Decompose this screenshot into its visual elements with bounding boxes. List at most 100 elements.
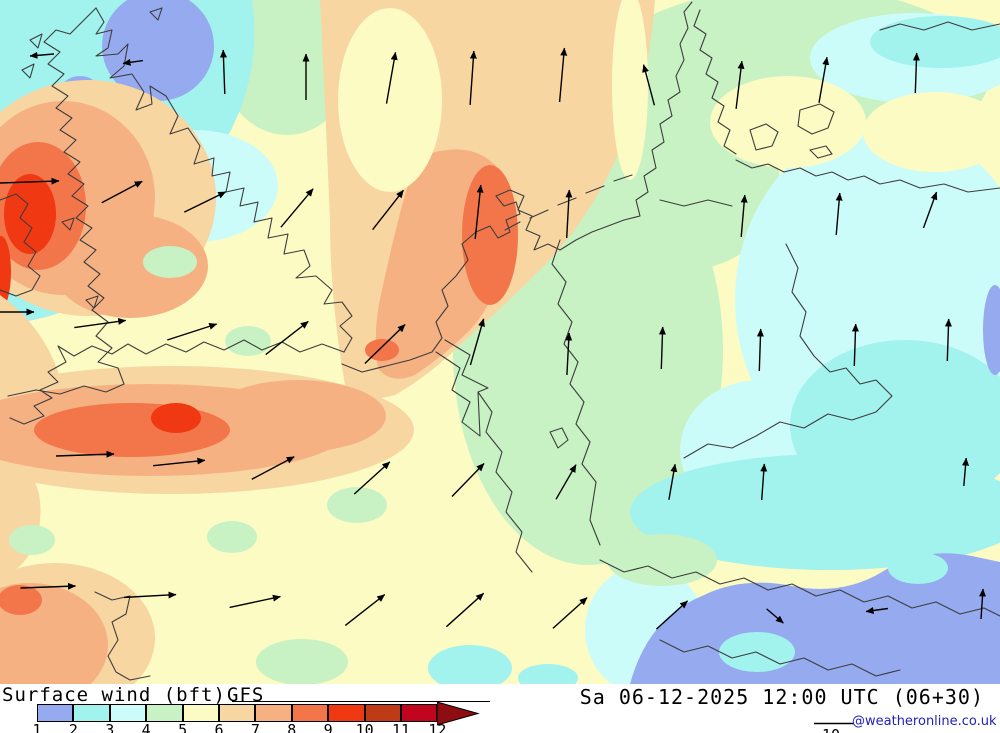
wind-arrow <box>760 463 768 501</box>
wind-region <box>327 487 387 523</box>
border-alps-north <box>599 559 1000 617</box>
beaufort-color-scale <box>37 704 438 722</box>
coastline-ireland <box>0 193 41 297</box>
wind-arrow <box>944 318 952 362</box>
coastline-britain-east <box>95 7 353 353</box>
wind-arrow <box>979 588 986 620</box>
wind-region <box>338 8 442 192</box>
legend-tick-label: 7 <box>250 721 260 733</box>
wind-region <box>256 639 348 684</box>
wind-arrow <box>122 58 143 66</box>
legend-color-box <box>400 704 438 722</box>
wind-region <box>143 246 197 278</box>
wind-arrow <box>735 60 745 109</box>
wind-arrow <box>668 463 678 500</box>
wind-arrow <box>756 328 764 372</box>
model-underline-rule <box>232 701 490 702</box>
wind-arrow <box>20 582 76 590</box>
wind-arrow <box>123 591 177 599</box>
legend-color-box <box>328 704 365 722</box>
wind-arrow <box>153 457 206 467</box>
wind-region <box>0 236 11 308</box>
wind-region <box>607 534 717 586</box>
legend-tick-label: 2 <box>68 721 78 733</box>
wind-arrow <box>251 456 295 480</box>
border-be-fr <box>435 339 533 573</box>
wind-region <box>52 214 208 318</box>
credit-link[interactable]: @weatheronline.co.uk <box>852 714 997 729</box>
wind-region <box>151 403 201 433</box>
coastline-continent <box>341 1 693 373</box>
wind-region <box>210 380 386 452</box>
border-luxembourg <box>549 427 569 449</box>
wind-arrow <box>183 191 227 213</box>
wind-arrow <box>658 326 666 370</box>
wind-arrow <box>55 450 115 458</box>
wind-arrow <box>922 191 938 229</box>
coastline-denmark-east <box>693 9 737 155</box>
wind-arrow <box>364 323 406 365</box>
wind-region <box>0 585 42 615</box>
wind-arrow <box>835 192 843 235</box>
wind-region <box>612 0 648 180</box>
border-nl-de <box>551 239 601 546</box>
wind-arrow <box>962 457 970 486</box>
coastlines-and-borders <box>0 1 1000 681</box>
wind-arrow <box>29 51 55 59</box>
coastline-baltic-north <box>879 21 1000 31</box>
wind-region <box>207 521 257 553</box>
surface-wind-map <box>0 0 1000 684</box>
wind-region <box>34 403 230 457</box>
coastline-britain-south <box>9 339 345 425</box>
legend-tick-label: 3 <box>105 721 115 733</box>
wind-arrow <box>552 597 588 629</box>
reference-wind-arrow <box>814 722 854 725</box>
wind-arrow <box>353 461 391 495</box>
legend-color-box <box>182 704 219 722</box>
wind-arrow <box>74 317 127 329</box>
wind-region <box>518 664 578 684</box>
legend-tick-label: 6 <box>214 721 224 733</box>
wind-region <box>630 454 1000 570</box>
wind-arrow <box>469 50 477 105</box>
legend-color-box <box>218 704 256 722</box>
wind-arrows-layer <box>0 47 986 630</box>
legend-strip: Surface wind (bft) GFS Sa 06-12-2025 12:… <box>0 684 1000 733</box>
wind-region <box>863 92 1000 172</box>
legend-color-box <box>291 704 329 722</box>
reference-arrow-value: 10 <box>822 726 840 733</box>
wind-arrow <box>385 51 398 104</box>
legend-tick-label: 12 <box>428 721 447 733</box>
coastline-wadden-islands <box>504 174 633 231</box>
valid-datetime: Sa 06-12-2025 12:00 UTC (06+30) <box>579 685 984 709</box>
wind-arrow <box>0 177 60 185</box>
wind-region <box>462 165 518 305</box>
wind-arrow <box>280 188 314 228</box>
legend-tick-label: 9 <box>323 721 333 733</box>
wind-arrow <box>101 180 143 204</box>
wind-region <box>428 645 512 684</box>
legend-color-box <box>146 704 183 722</box>
border-denmark-germany <box>659 199 733 207</box>
legend-tick-label: 11 <box>391 721 411 733</box>
product-title: Surface wind (bft) <box>2 684 226 706</box>
wind-region <box>983 285 1000 375</box>
wind-arrow <box>372 189 404 231</box>
legend-tick-label: 5 <box>178 721 188 733</box>
wind-arrow <box>229 594 281 609</box>
wind-region <box>4 174 56 254</box>
wind-arrow <box>912 52 920 94</box>
border-czech <box>683 243 893 459</box>
wind-region <box>102 0 214 101</box>
wind-region <box>9 525 55 555</box>
wind-arrow <box>655 600 689 630</box>
legend-color-box <box>73 704 110 722</box>
legend-color-box <box>109 704 147 722</box>
wind-arrow <box>474 184 484 239</box>
wind-arrow <box>851 323 859 367</box>
wind-arrow <box>642 64 656 106</box>
coastline-danish-islands <box>749 103 835 159</box>
coastline-baltic-german <box>735 159 1000 193</box>
wind-arrow <box>445 592 485 628</box>
